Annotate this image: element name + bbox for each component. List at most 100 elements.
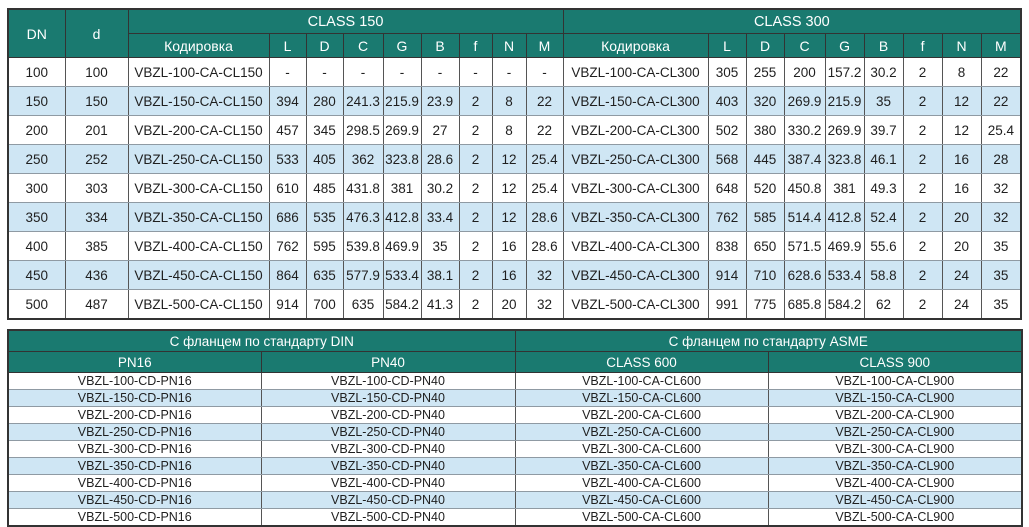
flange-codes-table-body: VBZL-100-CD-PN16 VBZL-100-CD-PN40 VBZL-100… [7,372,1023,527]
dim-value-cell: 20 [941,202,982,232]
col-header-code-class300: Кодировка [562,33,709,58]
dim-value-cell: 469.9 [824,231,865,261]
dim-value-cell: 635 [342,289,384,320]
dim-value-cell: 585 [745,202,785,232]
dim-value-cell: 2 [458,231,493,261]
dim-value-cell: 2 [458,144,493,174]
code-cell: VBZL-400-CA-CL150 [127,231,270,261]
dim-value-cell: 30.2 [863,57,904,87]
dim-value-cell: 380 [745,115,785,145]
col-header-B-class300: B [863,33,904,58]
dim-value-cell: 323.8 [382,144,422,174]
dim-value-cell: - [491,57,527,87]
dim-value-cell: 20 [491,289,527,320]
dim-value-cell: - [382,57,422,87]
dim-value-cell: 330.2 [783,115,826,145]
flange-code-cell: VBZL-450-CD-PN16 [7,491,262,509]
group-header-class300: CLASS 300 [562,8,1022,34]
dim-value-cell: 52.4 [863,202,904,232]
flange-code-row: VBZL-350-CD-PN16 VBZL-350-CD-PN40 VBZL-350… [7,457,1023,475]
dim-value-cell: 8 [941,57,982,87]
dim-value-cell: 22 [980,57,1022,87]
dim-value-cell: 610 [268,173,307,203]
d-cell: 150 [64,86,129,116]
dim-value-cell: 584.2 [824,289,865,320]
d-cell: 252 [64,144,129,174]
dim-value-cell: 24 [941,260,982,290]
dim-value-cell: 571.5 [783,231,826,261]
dim-value-cell: 269.9 [382,115,422,145]
col-header-d: d [64,8,129,58]
dim-value-cell: 33.4 [420,202,460,232]
dim-value-cell: 914 [268,289,307,320]
dim-value-cell: 2 [458,115,493,145]
dim-value-cell: 700 [305,289,344,320]
dim-value-cell: 2 [458,86,493,116]
dim-value-cell: 686 [268,202,307,232]
col-header-N-class150: N [491,33,527,58]
flange-code-row: VBZL-250-CD-PN16 VBZL-250-CD-PN40 VBZL-250… [7,423,1023,441]
dim-value-cell: 381 [824,173,865,203]
dim-value-cell: 595 [305,231,344,261]
dim-value-cell: 32 [980,173,1022,203]
code-cell: VBZL-350-CA-CL150 [127,202,270,232]
code-cell: VBZL-450-CA-CL300 [562,260,709,290]
dim-value-cell: 584.2 [382,289,422,320]
dim-value-cell: 2 [458,202,493,232]
dim-value-cell: 2 [902,115,943,145]
dim-value-cell: 2 [458,173,493,203]
dim-value-cell: 412.8 [382,202,422,232]
dim-value-cell: 2 [902,202,943,232]
dim-value-cell: 27 [420,115,460,145]
dim-value-cell: 28.6 [525,202,564,232]
d-cell: 436 [64,260,129,290]
code-cell: VBZL-500-CA-CL300 [562,289,709,320]
dim-value-cell: 28 [980,144,1022,174]
dim-value-cell: 25.4 [525,144,564,174]
col-header-class600: CLASS 600 [514,351,769,373]
dim-value-cell: 215.9 [382,86,422,116]
col-header-D-class300: D [745,33,785,58]
flange-code-cell: VBZL-500-CA-CL600 [514,508,769,527]
dim-value-cell: 914 [707,260,747,290]
dim-value-cell: 22 [525,86,564,116]
dim-value-cell: 16 [941,173,982,203]
col-header-M-class300: M [980,33,1022,58]
d-cell: 100 [64,57,129,87]
dim-value-cell: 2 [458,289,493,320]
dim-value-cell: 457 [268,115,307,145]
flange-code-row: VBZL-100-CD-PN16 VBZL-100-CD-PN40 VBZL-100… [7,372,1023,390]
col-header-D-class150: D [305,33,344,58]
spec-row: 250 252 VBZL-250-CA-CL150 533 405 362 323.8 28.… [7,144,1022,174]
code-cell: VBZL-200-CA-CL300 [562,115,709,145]
spec-row: 200 201 VBZL-200-CA-CL150 457 345 298.5 269.9 2… [7,115,1022,145]
flange-code-row: VBZL-150-CD-PN16 VBZL-150-CD-PN40 VBZL-150… [7,389,1023,407]
dim-value-cell: 412.8 [824,202,865,232]
flange-code-cell: VBZL-150-CA-CL600 [514,389,769,407]
flange-code-cell: VBZL-200-CD-PN16 [7,406,262,424]
col-header-L-class150: L [268,33,307,58]
dim-value-cell: 38.1 [420,260,460,290]
dim-value-cell: 838 [707,231,747,261]
dim-value-cell: 25.4 [980,115,1022,145]
dim-value-cell: 269.9 [783,86,826,116]
dim-value-cell: 628.6 [783,260,826,290]
dim-value-cell: 635 [305,260,344,290]
dim-value-cell: 485 [305,173,344,203]
dim-value-cell: 394 [268,86,307,116]
dim-value-cell: 685.8 [783,289,826,320]
dim-value-cell: 8 [491,115,527,145]
flange-code-cell: VBZL-400-CD-PN40 [260,474,516,492]
dn-cell: 350 [7,202,66,232]
dim-value-cell: 648 [707,173,747,203]
dim-value-cell: 35 [863,86,904,116]
flange-code-row: VBZL-500-CD-PN16 VBZL-500-CD-PN40 VBZL-500… [7,508,1023,527]
flange-code-cell: VBZL-450-CD-PN40 [260,491,516,509]
d-cell: 201 [64,115,129,145]
dim-value-cell: 445 [745,144,785,174]
flange-code-cell: VBZL-500-CD-PN16 [7,508,262,527]
dim-value-cell: 323.8 [824,144,865,174]
dim-value-cell: 12 [491,202,527,232]
dim-value-cell: 298.5 [342,115,384,145]
dim-value-cell: 241.3 [342,86,384,116]
